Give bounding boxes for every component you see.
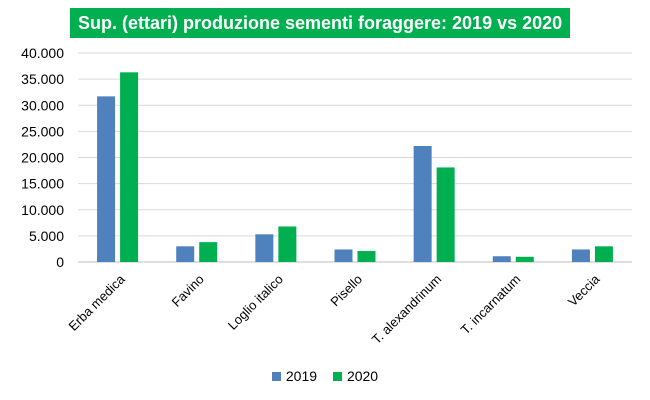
legend-swatch-2020 <box>332 372 342 381</box>
bar-2019-6 <box>571 249 590 262</box>
y-tick-label: 30.000 <box>21 97 64 113</box>
y-tick-label: 15.000 <box>21 176 64 192</box>
bar-2020-1 <box>199 242 218 262</box>
bar-2019-1 <box>176 246 195 262</box>
bar-2020-5 <box>515 256 534 262</box>
x-tick-label: Loglio italico <box>225 272 286 333</box>
x-tick-label: Pisello <box>327 272 365 310</box>
y-tick-label: 10.000 <box>21 202 64 218</box>
y-tick-label: 0 <box>56 254 64 270</box>
legend-label-2020: 2020 <box>346 368 379 384</box>
bars <box>97 72 613 263</box>
legend: 2019 2020 <box>0 368 650 384</box>
x-tick-label: Veccia <box>565 271 603 309</box>
y-tick-label: 40.000 <box>21 45 64 61</box>
y-tick-label: 25.000 <box>21 123 64 139</box>
bar-2019-5 <box>492 256 511 262</box>
x-tick-label: T. alexandrinum <box>369 272 445 348</box>
y-axis-ticks: 0 5.000 10.000 15.000 20.000 25.000 30.000 35.0… <box>21 45 64 270</box>
bar-2020-2 <box>278 226 297 262</box>
bar-2020-0 <box>120 72 139 263</box>
bar-2020-6 <box>594 246 613 262</box>
bar-2019-3 <box>334 249 353 262</box>
legend-swatch-2019 <box>271 372 281 381</box>
gridlines <box>78 52 632 263</box>
bar-2020-4 <box>436 167 455 262</box>
legend-item-2019: 2019 <box>271 368 318 384</box>
y-tick-label: 35.000 <box>21 71 64 87</box>
bar-2019-2 <box>255 234 274 262</box>
x-tick-label: T. incarnatum <box>458 272 524 338</box>
bar-2020-3 <box>357 251 376 262</box>
legend-item-2020: 2020 <box>332 368 379 384</box>
x-tick-label: Favino <box>169 272 207 310</box>
x-axis-ticks: Erba medica Favino Loglio italico Pisello T.… <box>65 271 603 347</box>
y-tick-label: 5.000 <box>29 228 64 244</box>
x-tick-label: Erba medica <box>65 271 128 334</box>
chart-title: Sup. (ettari) produzione sementi foragge… <box>70 8 571 38</box>
y-tick-label: 20.000 <box>21 150 64 166</box>
bar-2019-4 <box>413 146 432 262</box>
bar-2019-0 <box>97 96 116 263</box>
legend-label-2019: 2019 <box>285 368 318 384</box>
